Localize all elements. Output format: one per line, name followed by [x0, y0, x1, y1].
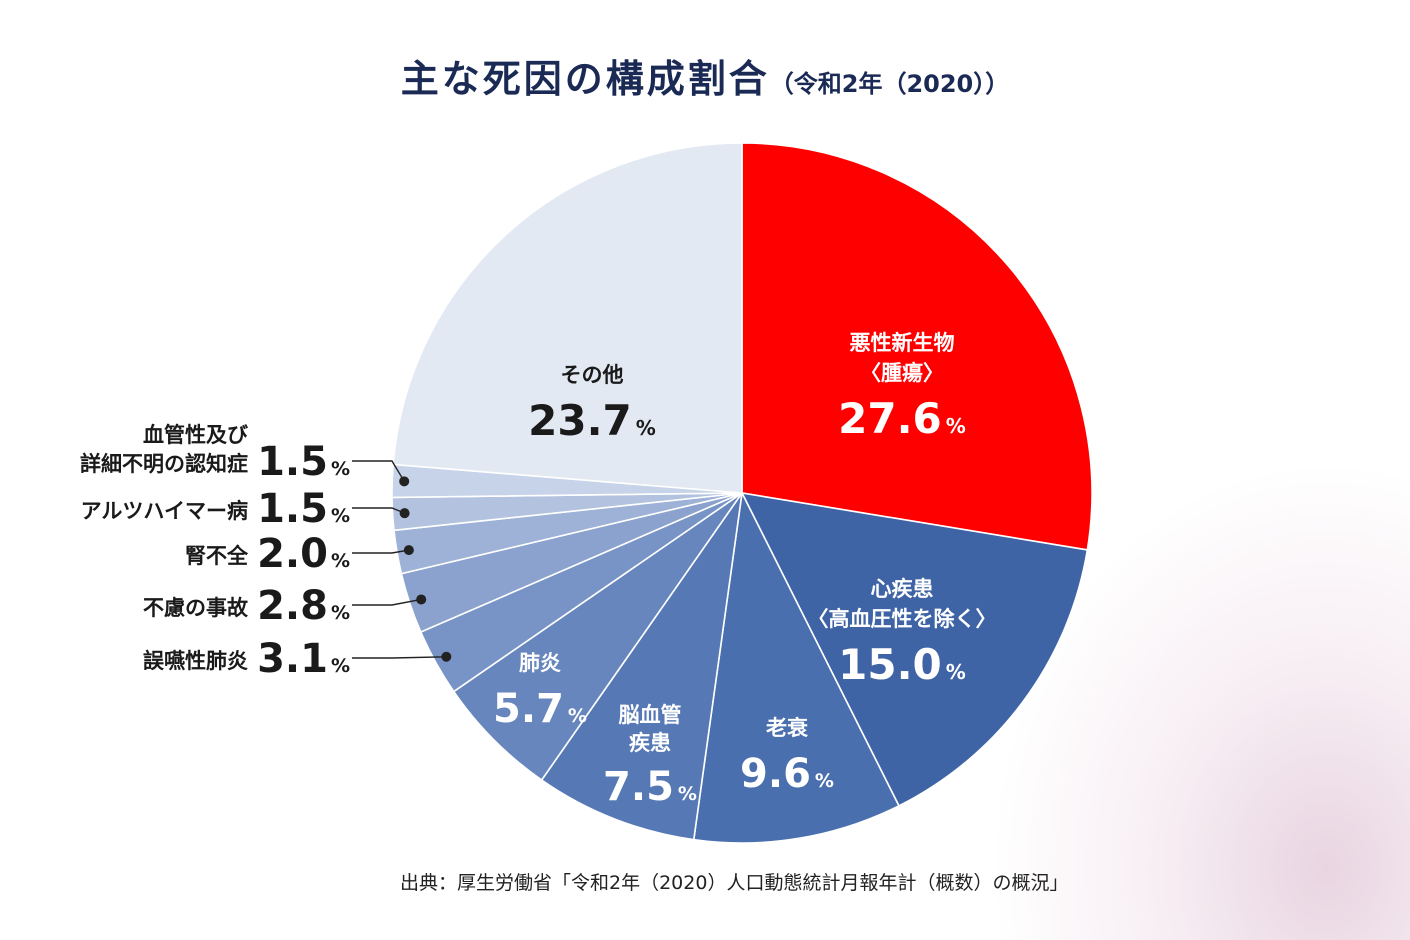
chart-title: 主な死因の構成割合（令和2年（2020）） [0, 48, 1410, 103]
slice-value-unit-5: % [331, 655, 350, 677]
slice-value-unit-8: % [331, 505, 350, 527]
slice-value-unit-0: % [946, 414, 966, 438]
slice-value-unit-2: % [815, 770, 834, 792]
pie-slice-1 [740, 491, 1089, 807]
slice-value-unit-4: % [568, 705, 587, 727]
slice-value-2: 9.6% [740, 751, 834, 797]
slice-value-1: 15.0% [838, 640, 966, 689]
slice-value-8: 1.5% [257, 486, 350, 532]
slice-value-number-9: 1.5 [257, 439, 328, 485]
slice-value-unit-7: % [331, 550, 350, 572]
pie-slice-2 [692, 490, 901, 844]
slice-value-number-2: 9.6 [740, 751, 811, 797]
slice-value-4: 5.7% [493, 686, 587, 732]
leader-line-7 [352, 549, 409, 554]
slice-label-1-line-1: 〈高血圧性を除く〉 [808, 607, 997, 631]
slice-value-number-0: 27.6 [838, 394, 942, 443]
slice-label-1-line-0: 心疾患 [871, 577, 934, 601]
slice-label-8-line-0: アルツハイマー病 [81, 499, 248, 523]
slice-label-0-line-0: 悪性新生物 [850, 331, 955, 355]
title-main: 主な死因の構成割合 [400, 57, 770, 101]
slice-value-number-7: 2.0 [257, 531, 328, 577]
pie-slice-4 [452, 492, 743, 782]
slice-value-number-5: 3.1 [257, 636, 328, 682]
slice-label-3-line-1: 疾患 [629, 731, 671, 755]
slice-label-10-line-0: その他 [561, 363, 624, 387]
slice-label-9-line-0: 血管性及び [143, 423, 248, 447]
slice-value-number-6: 2.8 [257, 583, 328, 629]
leader-line-9 [352, 460, 405, 482]
slice-label-7-line-0: 腎不全 [185, 544, 249, 568]
slice-label-6-line-0: 不慮の事故 [143, 596, 249, 620]
slice-value-unit-3: % [678, 783, 697, 805]
slice-value-5: 3.1% [257, 636, 350, 682]
pie-slice-3 [540, 492, 743, 841]
slice-value-unit-9: % [331, 458, 350, 480]
slice-value-unit-10: % [636, 416, 656, 440]
title-subtitle: （令和2年（2020）） [769, 70, 1010, 98]
pie-slice-0 [741, 142, 1093, 551]
leader-dot-6 [416, 594, 427, 605]
leader-dot-5 [441, 651, 452, 662]
leader-line-5 [352, 656, 447, 659]
leader-dot-9 [399, 476, 410, 487]
slice-label-2-line-0: 老衰 [766, 716, 809, 740]
slice-value-3: 7.5% [603, 764, 697, 810]
slice-value-7: 2.0% [257, 531, 350, 577]
slice-value-6: 2.8% [257, 583, 350, 629]
pie-slice-10 [392, 142, 743, 494]
slice-value-number-1: 15.0 [838, 640, 942, 689]
slice-label-9-line-1: 詳細不明の認知症 [80, 452, 248, 476]
slice-label-4-line-0: 肺炎 [519, 651, 561, 675]
slice-label-3-line-0: 脳血管 [619, 703, 682, 727]
slice-value-number-4: 5.7 [493, 686, 564, 732]
leader-dot-8 [399, 508, 410, 519]
slice-value-0: 27.6% [838, 394, 966, 443]
leader-dot-7 [403, 545, 414, 556]
slice-value-number-3: 7.5 [603, 764, 674, 810]
slice-label-0-line-1: 〈腫瘍〉 [860, 361, 944, 385]
slice-value-number-10: 23.7 [528, 396, 632, 445]
slice-value-unit-1: % [946, 660, 966, 684]
slice-value-10: 23.7% [528, 396, 656, 445]
slice-value-number-8: 1.5 [257, 486, 328, 532]
slice-value-9: 1.5% [257, 439, 350, 485]
source-note: 出典：厚生労働省「令和2年（2020）人口動態統計月報年計（概数）の概況」 [400, 872, 1069, 894]
leader-line-6 [352, 598, 422, 606]
slice-label-5-line-0: 誤嚥性肺炎 [143, 649, 248, 673]
slice-value-unit-6: % [331, 602, 350, 624]
